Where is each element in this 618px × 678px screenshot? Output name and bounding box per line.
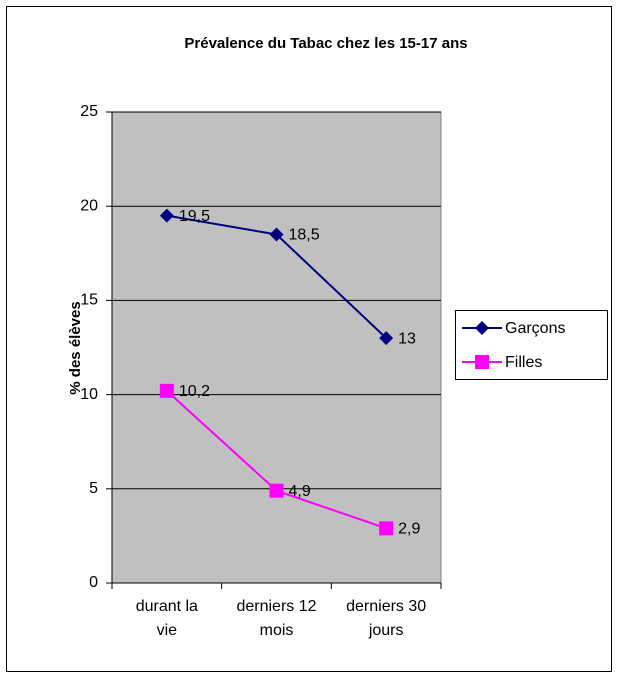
marker bbox=[379, 331, 394, 346]
data-label: 18,5 bbox=[289, 227, 320, 244]
data-label: 10,2 bbox=[179, 383, 210, 400]
x-tick-label: derniers 30 jours bbox=[346, 598, 427, 639]
chart-title: Prévalence du Tabac chez les 15-17 ans bbox=[184, 35, 467, 52]
y-tick-label: 15 bbox=[80, 292, 98, 309]
marker bbox=[475, 321, 489, 335]
data-label: 4,9 bbox=[289, 483, 311, 500]
x-tick-label: durant la vie bbox=[135, 598, 198, 639]
data-label: 2,9 bbox=[398, 521, 420, 538]
y-tick-label: 25 bbox=[80, 103, 98, 120]
marker bbox=[475, 355, 489, 369]
y-tick-label: 20 bbox=[80, 197, 98, 214]
x-tick-label-box: derniers 12 mois bbox=[236, 598, 317, 639]
marker bbox=[379, 521, 394, 536]
data-label: 19,5 bbox=[179, 208, 210, 225]
legend-label: Filles bbox=[505, 354, 542, 371]
x-tick-label-box: durant la vie bbox=[135, 598, 198, 639]
marker bbox=[159, 208, 174, 223]
y-tick-label: 10 bbox=[80, 386, 98, 403]
x-tick-label: derniers 12 mois bbox=[236, 598, 317, 639]
marker bbox=[159, 383, 174, 398]
y-tick-label: 0 bbox=[89, 574, 98, 591]
legend-label: Garçons bbox=[505, 320, 565, 337]
y-tick-label: 5 bbox=[89, 480, 98, 497]
plot-area bbox=[111, 111, 442, 584]
marker bbox=[269, 483, 284, 498]
marker bbox=[269, 227, 284, 242]
x-tick-label-box: derniers 30 jours bbox=[346, 598, 427, 639]
data-label: 13 bbox=[398, 330, 416, 347]
y-axis-label: % des élèves bbox=[67, 301, 84, 394]
